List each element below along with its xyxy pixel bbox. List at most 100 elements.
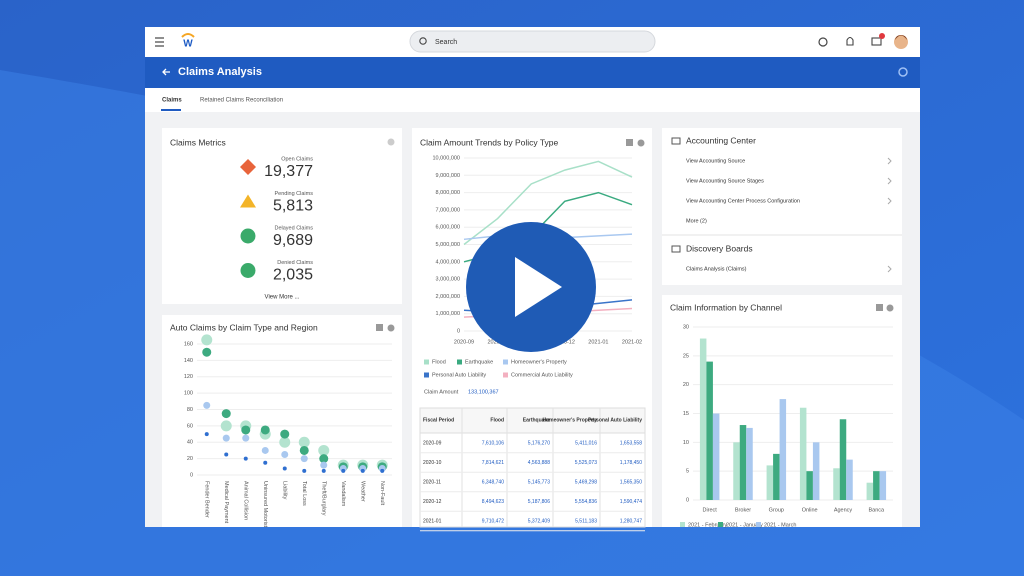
column-header: Fiscal Period — [423, 417, 454, 423]
legend-swatch — [680, 522, 685, 527]
chevron — [887, 197, 892, 205]
metric-icon — [240, 159, 256, 175]
legend-label: Commercial Auto Liability — [511, 372, 573, 378]
y-tick-label: 20 — [187, 456, 193, 462]
settings-icon[interactable] — [898, 67, 908, 77]
x-tick-label: Banca — [869, 507, 886, 513]
panel-options[interactable] — [387, 138, 395, 146]
chevron — [887, 177, 892, 185]
tab[interactable]: Retained Claims Reconciliation — [200, 98, 283, 104]
bubble — [281, 451, 289, 459]
table-cell: 7,610,106 — [482, 440, 504, 446]
link[interactable]: View Accounting Center Process Configura… — [686, 198, 800, 204]
search-icon — [419, 37, 427, 45]
metric-value: 2,035 — [273, 267, 313, 284]
table-cell: 5,469,298 — [575, 479, 597, 485]
x-tick-label: Vandalism — [340, 481, 346, 507]
x-tick-label: 2021-02 — [622, 339, 642, 345]
menu-icon[interactable] — [155, 37, 164, 47]
avatar-hair — [895, 35, 907, 40]
panel-title: Claim Information by Channel — [670, 302, 782, 312]
x-tick-label: 2020-09 — [454, 339, 474, 345]
bar — [866, 482, 874, 500]
bubble — [222, 434, 230, 442]
bubble — [201, 334, 213, 346]
bar — [733, 442, 740, 500]
y-tick-label: 6,000,000 — [436, 225, 460, 231]
metric-icon — [240, 263, 256, 278]
link[interactable]: More (2) — [686, 218, 707, 224]
x-tick-label: Fender Bender — [203, 481, 209, 518]
page-header — [145, 57, 920, 88]
table-cell: 9,710,472 — [482, 518, 504, 524]
bubble — [298, 436, 310, 448]
avatar[interactable] — [894, 35, 908, 49]
table-cell: 5,411,016 — [575, 440, 597, 446]
y-tick-label: 9,000,000 — [436, 173, 460, 179]
svg-text:W: W — [183, 39, 193, 50]
table-header — [419, 407, 646, 434]
table-cell: 4,563,888 — [528, 460, 550, 466]
metric-label: Delayed Claims — [274, 225, 313, 231]
bubble — [380, 468, 385, 473]
summary-label: Claim Amount — [424, 389, 459, 395]
table-cell: 7,814,621 — [482, 460, 504, 466]
table-cell: 1,653,558 — [620, 440, 642, 446]
logo[interactable]: W — [181, 33, 195, 50]
search-box[interactable] — [409, 30, 656, 53]
link[interactable]: View Accounting Source — [686, 158, 745, 164]
bubble — [243, 456, 248, 461]
y-tick-label: 0 — [190, 472, 193, 478]
inbox-icon[interactable] — [871, 37, 882, 46]
y-tick-label: 5 — [686, 469, 689, 475]
panel-title: Claims Metrics — [170, 137, 226, 147]
bubble — [220, 420, 232, 432]
x-tick-label: Online — [802, 507, 818, 513]
x-tick-label: 2021-01 — [588, 339, 608, 345]
bubble — [319, 454, 329, 464]
link[interactable]: View Accounting Source Stages — [686, 178, 764, 184]
bar — [879, 471, 887, 500]
table-cell: 5,511,183 — [575, 518, 597, 524]
table-cell: 8,494,623 — [482, 499, 504, 505]
table-cell: 1,590,474 — [620, 499, 642, 505]
bubble — [204, 432, 209, 437]
tab-active[interactable]: Claims — [162, 98, 182, 104]
x-tick-label: Agency — [834, 507, 853, 513]
y-tick-label: 30 — [683, 324, 689, 330]
view-more[interactable]: View More ... — [265, 295, 300, 301]
x-tick-label: Total Loss — [301, 481, 307, 506]
y-tick-label: 60 — [187, 423, 193, 429]
table-cell: 1,178,450 — [620, 460, 642, 466]
bar — [833, 468, 840, 500]
line — [463, 160, 633, 246]
panel-title: Claim Amount Trends by Policy Type — [420, 137, 559, 147]
x-tick-label: Medical Payment — [223, 481, 229, 524]
legend-label: Personal Auto Liability — [432, 372, 486, 378]
link[interactable]: Claims Analysis (Claims) — [686, 266, 747, 272]
chart-options[interactable] — [376, 139, 894, 332]
bubble — [263, 460, 268, 465]
bar — [706, 361, 713, 500]
page-title: Claims Analysis — [178, 66, 262, 78]
notifications-icon[interactable] — [846, 36, 854, 46]
accounting-panel — [662, 128, 902, 285]
bubble — [261, 446, 269, 454]
y-tick-label: 100 — [184, 391, 193, 397]
legend-swatch — [424, 359, 429, 365]
metric-label: Denied Claims — [277, 260, 313, 266]
y-tick-label: 1,000,000 — [436, 311, 460, 317]
metric-label: Pending Claims — [274, 191, 313, 197]
bubble — [321, 468, 326, 473]
table-cell: 1,565,350 — [620, 479, 642, 485]
bar — [699, 338, 707, 500]
y-tick-label: 20 — [683, 382, 689, 388]
legend-label: 2021 - January — [726, 522, 763, 528]
y-tick-label: 40 — [187, 440, 193, 446]
back-arrow[interactable] — [162, 68, 170, 76]
column-header: Personal Auto Liability — [588, 417, 642, 423]
column-header: Flood — [490, 417, 504, 423]
chat-icon[interactable] — [818, 37, 828, 47]
